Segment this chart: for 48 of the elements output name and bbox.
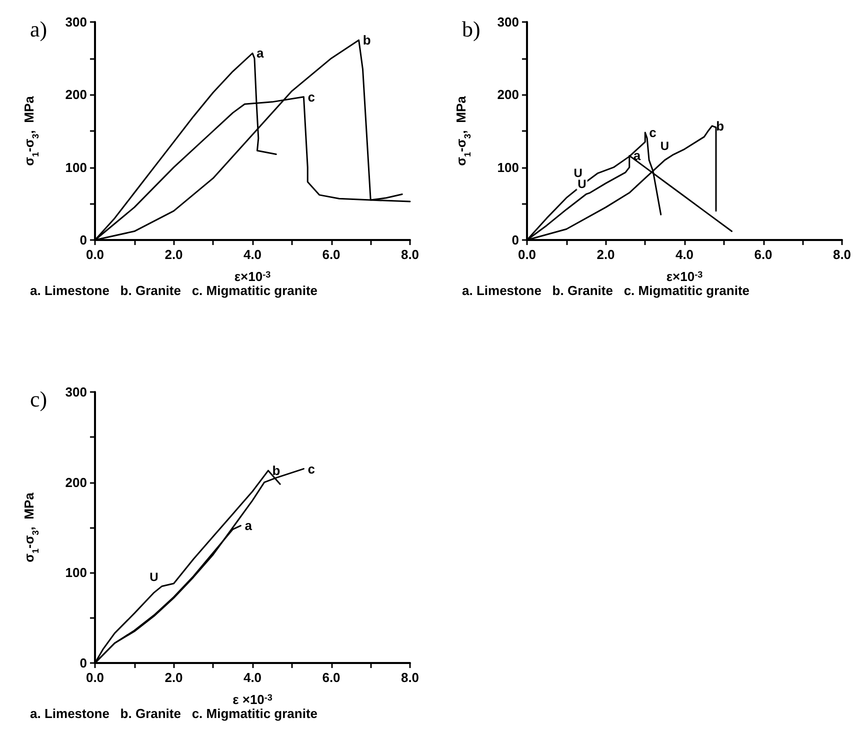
annotation: U [578, 176, 586, 191]
y-tick-label: 0 [512, 232, 519, 248]
y-tick-label: 0 [80, 232, 87, 248]
y-tick-label: 300 [497, 14, 519, 30]
x-tick-label: 2.0 [596, 247, 615, 262]
text: a. Limestone b. Granite c. Migmatitic granite [30, 706, 318, 721]
series-label: b [272, 463, 280, 478]
y-axis-title: σ1-σ3, MPa [454, 95, 472, 166]
series-label: a [244, 518, 253, 534]
y-tick-label: 0 [80, 656, 87, 670]
annotation: U [660, 138, 670, 153]
x-tick-label: 2.0 [164, 247, 183, 262]
x-tick-label: 0.0 [86, 247, 104, 262]
y-tick-label: 300 [65, 14, 87, 30]
annotation: U [150, 570, 158, 584]
y-tick-label: 100 [65, 565, 87, 580]
x-tick-label: 8.0 [400, 670, 420, 685]
series-label: c [649, 124, 656, 140]
x-tick-label: 4.0 [675, 247, 694, 262]
x-tick-label: 6.0 [322, 247, 340, 262]
x-tick-label: 0.0 [86, 670, 104, 685]
chart-title: b) [462, 16, 480, 42]
series-label: a [256, 46, 264, 61]
x-tick-label: 2.0 [164, 670, 183, 685]
series-label: c [308, 89, 315, 104]
series-label: c [308, 461, 315, 476]
y-tick-label: 300 [65, 384, 87, 400]
y-tick-label: 100 [497, 160, 519, 175]
x-tick-label: 8.0 [400, 247, 420, 262]
text: a. Limestone b. Granite c. Migmatitic granite [30, 283, 318, 298]
x-tick-label: 8.0 [832, 247, 852, 262]
y-tick-label: 200 [497, 87, 519, 102]
x-tick-label: 4.0 [243, 247, 262, 262]
y-tick-label: 100 [65, 160, 87, 175]
x-tick-label: 6.0 [322, 670, 340, 685]
y-tick-label: 200 [65, 87, 87, 102]
series-label: a [633, 148, 642, 164]
text: a. Limestone b. Granite c. Migmatitic granite [462, 283, 750, 298]
chart-title: c) [30, 386, 48, 412]
x-tick-label: 0.0 [518, 247, 536, 262]
y-tick-label: 200 [65, 474, 87, 490]
chart-title: a) [30, 16, 48, 42]
series-label: b [362, 32, 371, 48]
y-axis-title: σ1-σ3, MPa [22, 95, 40, 166]
series-label: b [716, 118, 724, 134]
x-tick-label: 4.0 [243, 670, 262, 685]
x-tick-label: 6.0 [754, 247, 772, 262]
y-axis-title: σ1-σ3, MPa [22, 492, 40, 562]
